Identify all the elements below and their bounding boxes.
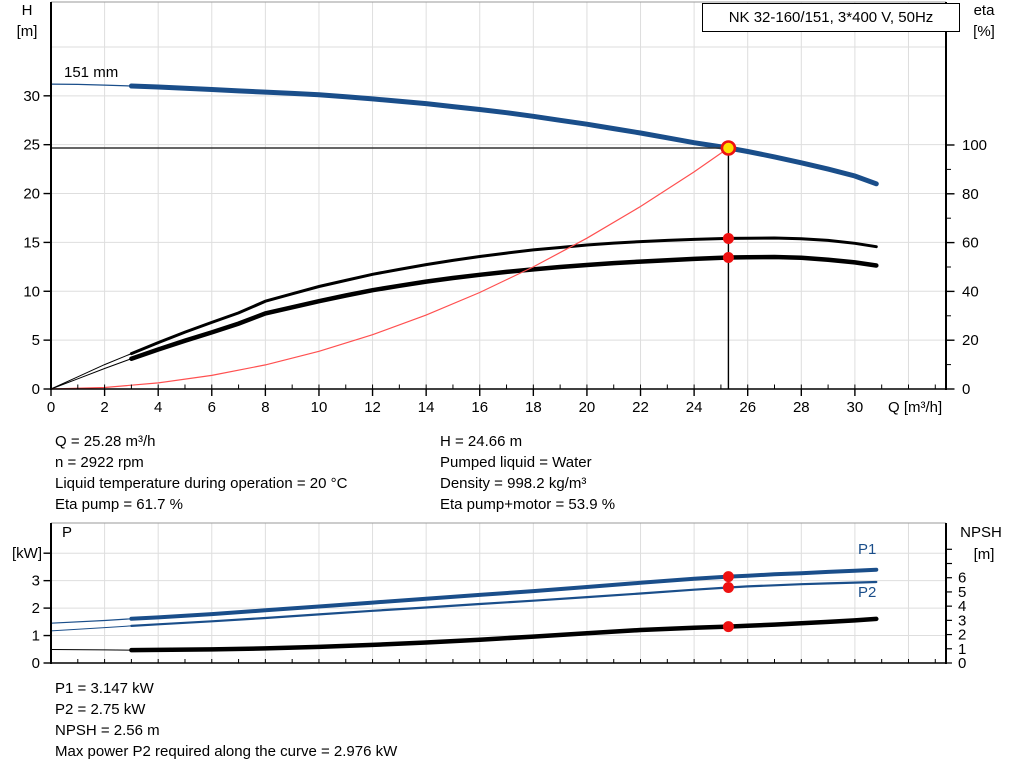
p-tick-label: 2	[32, 600, 40, 617]
eta-pump-curve	[129, 236, 878, 356]
head-curve	[128, 83, 879, 187]
q-tick-label: 2	[100, 399, 108, 416]
eta-tick-label: 80	[962, 186, 979, 203]
h-axis-label: H	[22, 2, 33, 19]
eta-tick-label: 20	[962, 332, 979, 349]
p-tick-label: 0	[32, 655, 40, 672]
info-line-npsh: NPSH = 2.56 m	[55, 722, 160, 739]
npsh-tick-label: 0	[958, 655, 966, 672]
q-tick-label: 30	[847, 399, 864, 416]
h-tick-label: 25	[23, 137, 40, 154]
npsh-curve	[129, 616, 879, 653]
info-line-temperature: Liquid temperature during operation = 20…	[55, 475, 348, 492]
pump-title-box: NK 32-160/151, 3*400 V, 50Hz	[702, 3, 960, 32]
info-line-p2: P2 = 2.75 kW	[55, 701, 146, 718]
h-tick-label: 20	[23, 186, 40, 203]
h-tick-label: 5	[32, 332, 40, 349]
eta-tick-label: 40	[962, 283, 979, 300]
info-line-eta-pump: Eta pump = 61.7 %	[55, 496, 183, 513]
npsh-duty-dot	[722, 621, 734, 633]
p1-curve	[129, 567, 879, 621]
npsh-axis-unit: [m]	[974, 546, 995, 563]
eta-pump-duty-dot	[722, 232, 734, 244]
q-tick-label: 28	[793, 399, 810, 416]
q-tick-label: 4	[154, 399, 162, 416]
q-tick-label: 24	[686, 399, 703, 416]
duty-info-left: Q = 25.28 m³/h n = 2922 rpm Liquid tempe…	[55, 431, 347, 515]
h-axis-unit: [m]	[17, 23, 38, 40]
p2-label: P2	[858, 584, 876, 601]
p2-curve	[130, 580, 878, 627]
duty-point-marker	[720, 140, 737, 156]
q-tick-label: 14	[418, 399, 435, 416]
p-axis-label: P	[62, 524, 72, 541]
q-tick-label: 18	[525, 399, 542, 416]
q-axis-label: Q [m³/h]	[888, 399, 942, 416]
q-tick-label: 16	[471, 399, 488, 416]
p-axis-unit: [kW]	[12, 545, 42, 562]
p-tick-label: 3	[32, 573, 40, 590]
npsh-tick-label: 3	[958, 612, 966, 629]
eta-tick-label: 100	[962, 137, 987, 154]
npsh-tick-label: 4	[958, 598, 966, 615]
p1-label: P1	[858, 541, 876, 558]
npsh-tick-label: 1	[958, 641, 966, 658]
head-curve-thin	[50, 83, 877, 185]
eta-tick-label: 0	[962, 381, 970, 398]
q-tick-label: 26	[739, 399, 756, 416]
p2-duty-dot	[722, 582, 734, 594]
info-line-liquid: Pumped liquid = Water	[440, 454, 592, 471]
pump-title: NK 32-160/151, 3*400 V, 50Hz	[728, 9, 934, 26]
h-tick-label: 15	[23, 234, 40, 251]
p1-duty-dot	[722, 571, 734, 583]
eta-axis-unit: [%]	[973, 23, 995, 40]
npsh-tick-label: 6	[958, 570, 966, 587]
npsh-tick-label: 5	[958, 584, 966, 601]
npsh-tick-label: 2	[958, 627, 966, 644]
eta-pump-motor-duty-dot	[722, 251, 734, 263]
q-tick-label: 0	[47, 399, 55, 416]
eta-tick-label: 60	[962, 235, 979, 252]
info-line-q: Q = 25.28 m³/h	[55, 433, 156, 450]
eta-pump-curve-thin	[50, 237, 877, 390]
info-line-head: H = 24.66 m	[440, 433, 523, 450]
info-line-eta-pump-motor: Eta pump+motor = 53.9 %	[440, 496, 616, 513]
h-tick-label: 0	[32, 381, 40, 398]
q-tick-label: 20	[579, 399, 596, 416]
eta-axis-label: eta	[974, 2, 996, 19]
npsh-axis-label: NPSH	[960, 524, 1002, 541]
info-line-max-power: Max power P2 required along the curve = …	[55, 743, 398, 760]
q-tick-label: 6	[208, 399, 216, 416]
power-info: P1 = 3.147 kW P2 = 2.75 kW NPSH = 2.56 m…	[55, 678, 397, 762]
info-line-p1: P1 = 3.147 kW	[55, 680, 154, 697]
duty-info-right: H = 24.66 m Pumped liquid = Water Densit…	[440, 431, 615, 515]
system-curve-thin	[50, 147, 729, 390]
info-line-density: Density = 998.2 kg/m³	[440, 475, 587, 492]
q-tick-label: 22	[632, 399, 649, 416]
h-tick-label: 10	[23, 283, 40, 300]
eta-pump-motor-curve	[129, 254, 879, 361]
q-tick-label: 10	[311, 399, 328, 416]
q-tick-label: 12	[364, 399, 381, 416]
h-tick-label: 30	[23, 88, 40, 105]
impeller-size-label: 151 mm	[64, 64, 118, 81]
p-tick-label: 1	[32, 628, 40, 645]
info-line-speed: n = 2922 rpm	[55, 454, 144, 471]
q-tick-label: 8	[261, 399, 269, 416]
